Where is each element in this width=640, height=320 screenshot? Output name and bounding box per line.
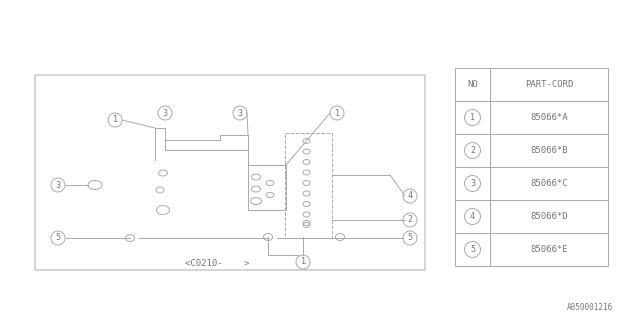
- Text: 1: 1: [113, 116, 118, 124]
- Text: 85066*A: 85066*A: [530, 113, 568, 122]
- Text: 2: 2: [408, 215, 413, 225]
- Text: 85066*D: 85066*D: [530, 212, 568, 221]
- Text: NO: NO: [467, 80, 478, 89]
- Text: 5: 5: [56, 234, 61, 243]
- Text: 5: 5: [408, 234, 413, 243]
- Text: 85066*B: 85066*B: [530, 146, 568, 155]
- Text: 1: 1: [335, 108, 339, 117]
- Text: 4: 4: [470, 212, 475, 221]
- Text: 5: 5: [470, 245, 475, 254]
- Text: 1: 1: [470, 113, 475, 122]
- Bar: [285, 133, 332, 238]
- Text: 85066*C: 85066*C: [530, 179, 568, 188]
- Text: 2: 2: [470, 146, 475, 155]
- Text: A850001216: A850001216: [567, 303, 613, 313]
- Bar: [455, 68, 608, 266]
- Text: 85066*E: 85066*E: [530, 245, 568, 254]
- Bar: [248, 165, 286, 210]
- Text: 3: 3: [470, 179, 475, 188]
- Text: 1: 1: [301, 258, 305, 267]
- Text: 3: 3: [56, 180, 61, 189]
- Text: <C0210-    >: <C0210- >: [185, 259, 250, 268]
- Text: 4: 4: [408, 191, 413, 201]
- Text: 3: 3: [163, 108, 168, 117]
- Text: 3: 3: [237, 108, 243, 117]
- Text: PART-CORD: PART-CORD: [525, 80, 573, 89]
